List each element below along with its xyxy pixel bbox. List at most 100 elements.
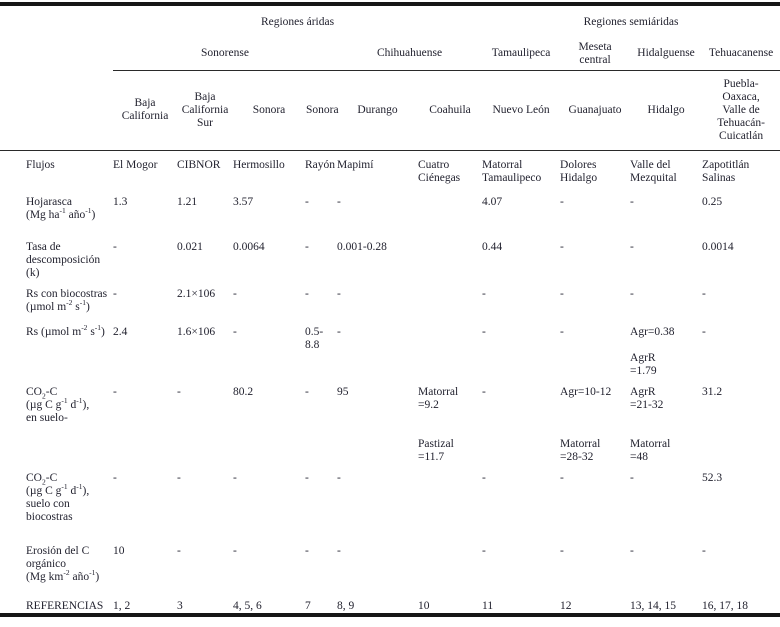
data-cell: 1, 2 [113, 600, 131, 612]
data-cell: 0.5-8.8 [305, 326, 324, 351]
data-cell: 2.1×106 [177, 288, 216, 300]
data-cell [418, 318, 482, 378]
data-cell: - [305, 288, 309, 300]
region-group-aridas: Regiones áridas [260, 15, 335, 28]
state-header: Hidalgo [630, 70, 703, 151]
data-cell: - [482, 545, 486, 557]
corner-cell [0, 4, 113, 38]
data-cell: Matorral Tamaulipeco [482, 158, 542, 184]
data-cell: 4.07 [482, 196, 503, 208]
data-cell: - [113, 386, 117, 398]
data-cell: 1.6×106 [177, 326, 216, 338]
region-group-row: Regiones áridas Regiones semiáridas [0, 4, 780, 38]
data-cell: - [482, 472, 486, 484]
data-cell: - [702, 326, 706, 338]
data-cell: Dolores Hidalgo [560, 158, 598, 184]
data-cell: - [337, 326, 341, 338]
table-row: Tasa de descomposición (k) - 0.021 0.0064 - 0.0… [0, 233, 780, 280]
data-cell: 7 [305, 600, 311, 612]
data-cell: - [177, 545, 181, 557]
data-cell: - [233, 545, 237, 557]
data-cell: - [630, 545, 634, 557]
province-tehuacanense: Tehuacanense [702, 38, 780, 71]
data-cell: 80.2 [233, 386, 254, 398]
data-cell: 1.21 [177, 196, 198, 208]
data-cell: - [177, 386, 181, 398]
state-header: Sonora [233, 70, 305, 151]
data-cell: 0.001-0.28 [337, 241, 387, 253]
corner-cell [0, 70, 113, 151]
data-cell: - [560, 288, 564, 300]
data-cell: Cuatro Ciénegas [418, 158, 461, 184]
data-cell: 0.44 [482, 241, 503, 253]
table-row: Rs (µmol m-2 s-1) 2.4 1.6×106 - 0.5-8.8 - - - Ag… [0, 318, 780, 378]
region-group-semiaridas: Regiones semiáridas [583, 15, 679, 28]
table-row: Rs con biocostras (µmol m-2 s-1) -2.1×106-… [0, 280, 780, 318]
data-cell: - [337, 472, 341, 484]
data-cell: AgrR =21-32 Matorral =48 [630, 386, 671, 463]
row-label: Tasa de descomposición (k) [26, 241, 101, 279]
data-cell: - [177, 472, 181, 484]
data-cell: Agr=0.38 AgrR =1.79 [630, 326, 675, 377]
data-cell: - [630, 288, 634, 300]
data-cell: 0.021 [177, 241, 203, 253]
data-cell: Mapimí [337, 158, 374, 171]
data-cell: Zapotitlán Salinas [702, 158, 750, 184]
province-row: Sonorense Chihuahuense Tamaulipeca Meset… [0, 38, 780, 71]
state-header: Durango [337, 70, 418, 151]
data-cell: - [482, 386, 486, 398]
state-header: Coahuila [418, 70, 483, 151]
data-cell: 31.2 [702, 386, 723, 398]
data-cell [418, 280, 482, 318]
data-cell: - [560, 326, 564, 338]
state-header: Nuevo León [482, 70, 561, 151]
data-cell: 1.3 [113, 196, 128, 208]
data-cell: - [630, 241, 634, 253]
data-cell: 2.4 [113, 326, 128, 338]
data-cell: - [560, 241, 564, 253]
data-cell: 0.0014 [702, 241, 734, 253]
province-sonorense: Sonorense [113, 38, 337, 71]
data-cell: 8, 9 [337, 600, 355, 612]
corner-cell [0, 38, 113, 70]
data-cell: 3.57 [233, 196, 254, 208]
data-cell: - [482, 326, 486, 338]
data-cell: - [305, 241, 309, 253]
data-cell: - [233, 288, 237, 300]
data-cell: - [337, 288, 341, 300]
data-cell: Rayón [305, 158, 336, 171]
data-cell: - [560, 545, 564, 557]
table-body: Flujos El Mogor CIBNOR Hermosillo Rayón Mapim… [0, 150, 780, 615]
data-cell: - [233, 472, 237, 484]
data-cell: Valle del Mezquital [630, 158, 677, 184]
province-tamaulipeca: Tamaulipeca [482, 38, 561, 71]
data-cell: 95 [337, 386, 349, 398]
data-cell: CIBNOR [177, 158, 221, 171]
state-header: Puebla- Oaxaca, Valle de Tehuacán- Cuicatlán [702, 70, 780, 151]
data-cell: 0.25 [702, 196, 723, 208]
data-cell: 11 [482, 600, 494, 612]
data-cell: Agr=10-12 Matorral =28-32 [560, 386, 612, 463]
table-row: Flujos El Mogor CIBNOR Hermosillo Rayón Mapim… [0, 150, 780, 188]
data-cell: - [560, 196, 564, 208]
table-row: CO2-C (µg C g-1 d-1), suelo con biocostras -… [0, 464, 780, 537]
data-cell: 4, 5, 6 [233, 600, 262, 612]
row-label: REFERENCIAS [26, 600, 104, 612]
data-cell: El Mogor [113, 158, 158, 171]
data-cell: - [337, 545, 341, 557]
data-cell: - [702, 288, 706, 300]
data-cell: 3 [177, 600, 183, 612]
data-cell: Hermosillo [233, 158, 285, 171]
state-header: Guanajuato [560, 70, 631, 151]
row-label: CO2-C (µg C g-1 d-1), suelo con biocostras [26, 472, 90, 523]
province-chihuahuense: Chihuahuense [337, 38, 483, 71]
state-header: Sonora [305, 70, 339, 151]
province-hidalguense: Hidalguense [630, 38, 703, 71]
data-cell: 0.0064 [233, 241, 265, 253]
table-row: REFERENCIAS 1, 2 3 4, 5, 6 7 8, 9 10 11 12 13, 14… [0, 592, 780, 615]
data-cell [418, 464, 482, 537]
data-cell [418, 188, 482, 233]
